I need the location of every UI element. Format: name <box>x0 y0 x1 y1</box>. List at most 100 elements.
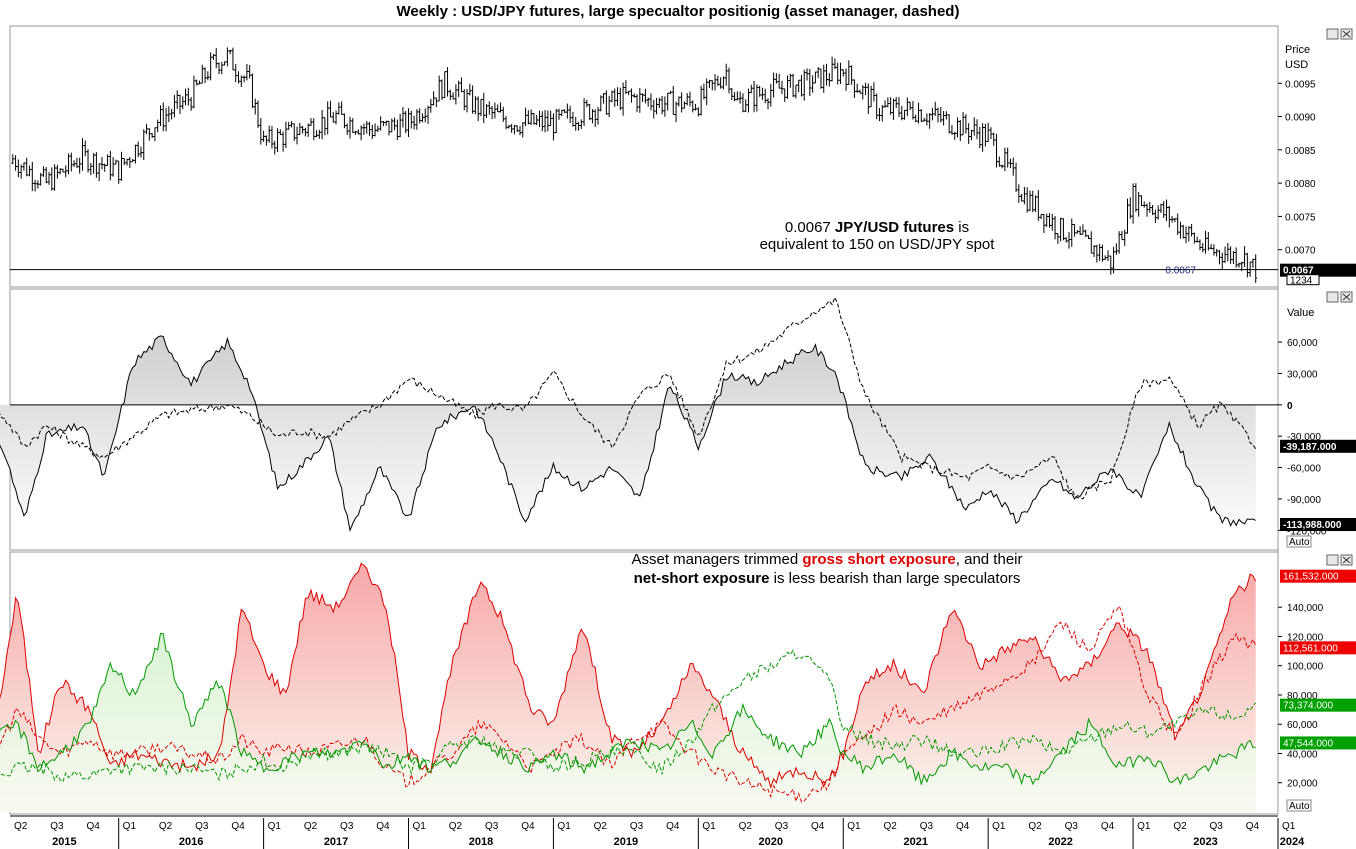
x-quarter-label: Q3 <box>1065 821 1079 832</box>
x-quarter-label: Q4 <box>1246 821 1260 832</box>
x-quarter-label: Q1 <box>557 821 571 832</box>
price-panel: Price USD 0.0095 0.0090 0.0085 0.0080 0.0075 0.… <box>10 44 1356 287</box>
auto-label: Auto <box>1289 537 1310 548</box>
x-year-label: 2021 <box>903 836 927 848</box>
y-tick-label: 0.0075 <box>1285 212 1316 223</box>
y-tick-label: -60,000 <box>1287 464 1321 475</box>
last-value-label: 0.0067 <box>1283 266 1314 277</box>
x-quarter-label: Q3 <box>340 821 354 832</box>
x-quarter-label: Q4 <box>666 821 680 832</box>
last-value-box <box>1280 439 1356 453</box>
y-tick-label: 80,000 <box>1287 691 1318 702</box>
x-quarter-label: Q2 <box>449 821 463 832</box>
last-value-label: 73,374.000 <box>1283 701 1333 712</box>
x-year-label: 2018 <box>469 836 493 848</box>
y-axis-label: Price <box>1285 44 1310 56</box>
y-tick-label: 0.0085 <box>1285 146 1316 157</box>
x-quarter-label: Q3 <box>775 821 789 832</box>
series-line <box>0 605 1257 804</box>
x-quarter-label: Q2 <box>739 821 753 832</box>
x-year-label: 2020 <box>759 836 783 848</box>
annotation-line-2: equivalent to 150 on USD/JPY spot <box>760 236 996 253</box>
last-value-label: 47,544.000 <box>1283 738 1333 749</box>
y-tick-label: 0 <box>1287 401 1293 412</box>
last-value-label: 161,532.000 <box>1283 572 1339 583</box>
auto-button[interactable] <box>1286 799 1312 812</box>
reference-line-label: 0.0067 <box>1165 266 1196 277</box>
x-quarter-label: Q2 <box>304 821 318 832</box>
y-tick-label: 30,000 <box>1287 369 1318 380</box>
close-icon-stroke <box>1342 293 1351 301</box>
x-quarter-label: Q3 <box>50 821 64 832</box>
annotation-line-2: net-short exposure is less bearish than … <box>634 570 1021 587</box>
x-quarter-label: Q2 <box>14 821 28 832</box>
y-tick-label: 20,000 <box>1287 779 1318 790</box>
x-quarter-label: Q2 <box>594 821 608 832</box>
y-tick-label: 120,000 <box>1287 632 1324 643</box>
x-quarter-label: Q1 <box>847 821 861 832</box>
x-quarter-label: Q2 <box>159 821 173 832</box>
annotation-line-1: Asset managers trimmed gross short expos… <box>632 551 1023 568</box>
series-line <box>0 296 1257 500</box>
series-line <box>0 649 1257 783</box>
y-tick-label: 0.0070 <box>1285 246 1316 257</box>
x-quarter-label: Q4 <box>521 821 535 832</box>
x-quarter-label: Q1 <box>1137 821 1151 832</box>
auto-button[interactable] <box>1286 535 1312 548</box>
x-quarter-label: Q1 <box>123 821 137 832</box>
x-quarter-label: Q3 <box>195 821 209 832</box>
x-quarter-label: Q2 <box>883 821 897 832</box>
last-value-box <box>1280 263 1356 277</box>
x-year-label: 2017 <box>324 836 348 848</box>
maximize-icon[interactable] <box>1326 554 1339 566</box>
x-quarter-label: Q4 <box>376 821 390 832</box>
x-quarter-label: Q1 <box>268 821 282 832</box>
sub-label-box <box>1286 274 1320 286</box>
y-axis-unit: USD <box>1285 59 1308 71</box>
y-axis-label: Value <box>1287 307 1314 319</box>
last-value-label: -39,187.000 <box>1283 442 1337 453</box>
x-quarter-label: Q4 <box>811 821 825 832</box>
last-value-label: 112,561.000 <box>1283 643 1338 654</box>
last-value-box <box>1280 641 1356 655</box>
y-tick-label: 0.0090 <box>1285 113 1316 124</box>
y-tick-label: 0.0095 <box>1285 79 1316 90</box>
annotation-line-1: 0.0067 JPY/USD futures is <box>785 219 969 236</box>
x-quarter-label: Q3 <box>630 821 644 832</box>
y-tick-label: 100,000 <box>1287 662 1324 673</box>
series-line <box>0 335 1256 533</box>
chart-title: Weekly : USD/JPY futures, large specualt… <box>396 3 960 20</box>
y-tick-label: -120,000 <box>1287 526 1327 537</box>
x-year-label: 2016 <box>179 836 203 848</box>
panel-frame <box>9 25 1279 288</box>
last-value-box <box>1280 698 1356 712</box>
x-axis: Q2 Q3 Q4 Q1 Q2 Q3 Q4 Q1 Q2 Q3 Q4 Q1 Q2 Q3 Q4 Q1 Q2 Q3 Q4 Q1… <box>10 815 1305 849</box>
y-tick-label: 140,000 <box>1287 603 1324 614</box>
x-quarter-label: Q4 <box>86 821 100 832</box>
x-quarter-label: Q2 <box>1028 821 1042 832</box>
y-tick-label: -90,000 <box>1287 495 1321 506</box>
y-tick-label: 60,000 <box>1287 720 1318 731</box>
x-year-label: 2019 <box>614 836 638 848</box>
last-value-box <box>1280 518 1356 532</box>
series-line <box>0 562 1257 789</box>
close-icon-stroke <box>1342 30 1351 38</box>
net-positioning-panel: Value 60,000 30,000 0 -30,000 -60,000 -90,000 -… <box>0 296 1356 548</box>
sub-label: 1234 <box>1290 276 1313 287</box>
x-quarter-label: Q3 <box>485 821 499 832</box>
y-tick-label: 0.0080 <box>1285 179 1316 190</box>
x-year-label: 2022 <box>1048 836 1072 848</box>
x-quarter-label: Q1 <box>992 821 1006 832</box>
x-quarter-label: Q2 <box>1173 821 1187 832</box>
gross-positioning-panel: Value140,000120,000100,00080,00060,00040… <box>0 551 1356 812</box>
maximize-icon[interactable] <box>1326 28 1339 40</box>
close-icon-stroke <box>1342 556 1351 564</box>
x-year-label: 2024 <box>1280 836 1305 848</box>
x-quarter-label: Q4 <box>231 821 245 832</box>
last-value-label: -113,988.000 <box>1283 520 1342 531</box>
y-tick-label: 40,000 <box>1287 749 1318 760</box>
area-fill <box>0 563 1256 812</box>
last-value-box <box>1280 569 1356 583</box>
maximize-icon[interactable] <box>1326 291 1339 303</box>
